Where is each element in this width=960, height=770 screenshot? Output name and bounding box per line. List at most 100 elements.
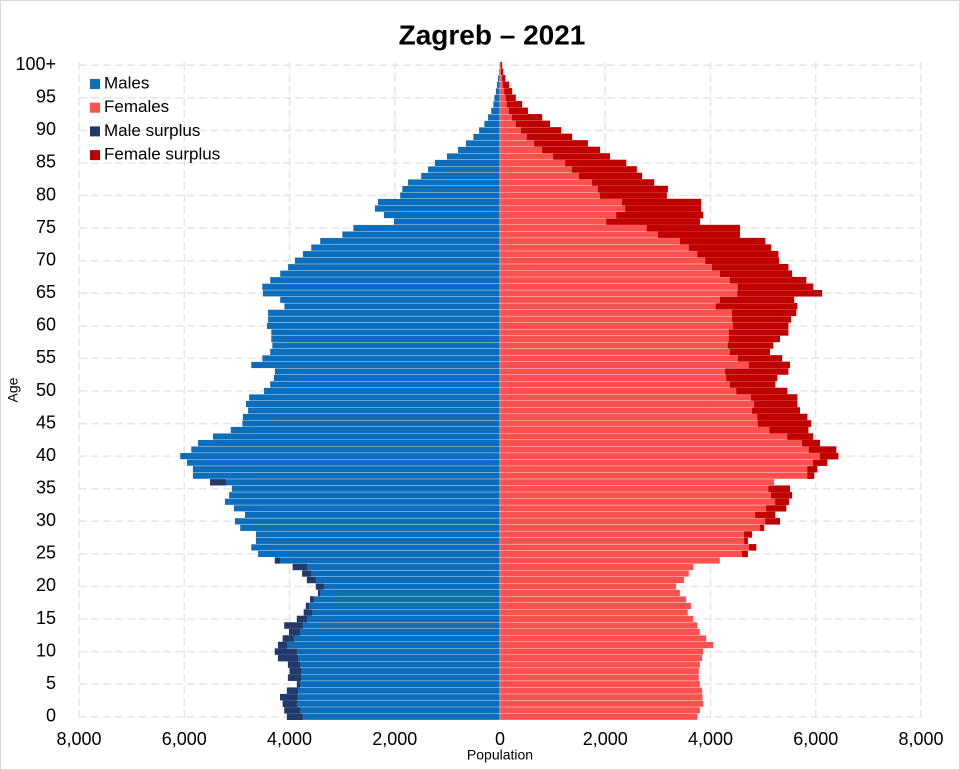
- y-tick-label: 65: [36, 282, 56, 302]
- female-bar: [499, 635, 707, 642]
- female-bar: [499, 433, 814, 441]
- female-surplus: [766, 505, 787, 512]
- male-surplus: [306, 576, 316, 584]
- female-bar: [499, 609, 689, 616]
- y-tick-label: 55: [36, 347, 56, 367]
- female-surplus: [622, 198, 702, 206]
- female-surplus: [521, 127, 562, 134]
- male-bar: [250, 361, 501, 369]
- female-surplus: [657, 231, 740, 238]
- y-tick-label: 100+: [15, 54, 56, 74]
- female-surplus: [526, 133, 573, 141]
- male-bar: [190, 446, 501, 454]
- male-bar: [284, 622, 501, 629]
- legend-swatch: [90, 102, 100, 113]
- male-surplus: [284, 706, 301, 714]
- male-bar: [465, 140, 501, 147]
- female-surplus: [728, 335, 780, 343]
- female-surplus: [565, 159, 627, 167]
- male-surplus: [210, 478, 226, 486]
- female-surplus: [719, 296, 795, 304]
- male-bar: [269, 381, 501, 388]
- x-tick-label: 4,000: [688, 729, 733, 749]
- female-bar: [499, 400, 798, 408]
- female-bar: [499, 667, 700, 675]
- legend-swatch: [90, 126, 100, 137]
- male-bar: [279, 693, 501, 701]
- male-surplus: [296, 615, 307, 623]
- female-bar: [499, 348, 771, 356]
- male-bar: [282, 700, 501, 708]
- male-bar: [273, 374, 501, 382]
- female-surplus: [737, 290, 823, 297]
- female-surplus: [508, 107, 528, 115]
- male-surplus: [288, 628, 301, 636]
- male-bar: [301, 570, 501, 577]
- female-bar: [499, 511, 776, 519]
- female-surplus: [512, 114, 543, 121]
- legend-label: Males: [104, 73, 149, 92]
- male-bar: [341, 231, 501, 239]
- male-bar: [279, 270, 501, 278]
- x-tick-label: 8,000: [56, 729, 101, 749]
- male-bar: [269, 348, 501, 356]
- female-surplus: [616, 211, 704, 219]
- female-bar: [499, 426, 809, 434]
- male-bar: [302, 250, 501, 258]
- male-bar: [192, 465, 501, 473]
- female-surplus: [754, 400, 798, 408]
- male-bar: [282, 635, 501, 642]
- male-surplus: [284, 622, 303, 629]
- female-bar: [499, 517, 781, 525]
- female-surplus: [592, 179, 655, 186]
- male-bar: [234, 517, 501, 525]
- male-surplus: [277, 654, 298, 662]
- male-surplus: [280, 693, 298, 701]
- y-tick-label: 50: [36, 380, 56, 400]
- female-bar: [499, 491, 793, 499]
- legend-label: Females: [104, 97, 169, 116]
- female-surplus: [732, 309, 797, 317]
- male-bar: [315, 583, 501, 590]
- female-surplus: [505, 94, 516, 102]
- male-bar: [393, 218, 501, 226]
- legend-label: Female surplus: [104, 145, 220, 164]
- male-bar: [286, 687, 501, 695]
- male-bar: [446, 153, 501, 160]
- male-bar: [269, 276, 501, 284]
- male-bar: [279, 296, 501, 304]
- male-bar: [230, 426, 501, 434]
- female-bar: [499, 537, 749, 545]
- female-surplus: [733, 322, 789, 330]
- female-bar: [499, 628, 701, 636]
- female-surplus: [751, 394, 798, 401]
- male-bar: [495, 87, 501, 95]
- female-bar: [499, 641, 714, 649]
- female-surplus: [729, 276, 807, 284]
- female-surplus: [802, 439, 820, 447]
- male-bar: [228, 491, 501, 499]
- male-surplus: [277, 641, 287, 649]
- y-tick-label: 5: [46, 673, 56, 693]
- y-tick-label: 25: [36, 543, 56, 563]
- male-bar: [179, 452, 501, 460]
- x-tick-label: 8,000: [898, 729, 943, 749]
- male-surplus: [315, 583, 324, 590]
- female-surplus: [729, 348, 770, 356]
- female-bar: [499, 550, 749, 558]
- female-surplus: [736, 387, 788, 395]
- y-tick-label: 60: [36, 315, 56, 335]
- female-bar: [499, 465, 818, 473]
- female-surplus: [744, 531, 753, 538]
- male-surplus: [282, 700, 297, 707]
- female-surplus: [755, 511, 776, 519]
- female-surplus: [752, 407, 800, 414]
- female-bar: [499, 530, 753, 538]
- male-bar: [498, 68, 501, 76]
- male-bar: [303, 609, 501, 616]
- male-bar: [247, 407, 501, 414]
- y-tick-label: 35: [36, 477, 56, 497]
- female-surplus: [553, 153, 610, 160]
- male-bar: [267, 309, 501, 317]
- male-surplus: [287, 674, 302, 681]
